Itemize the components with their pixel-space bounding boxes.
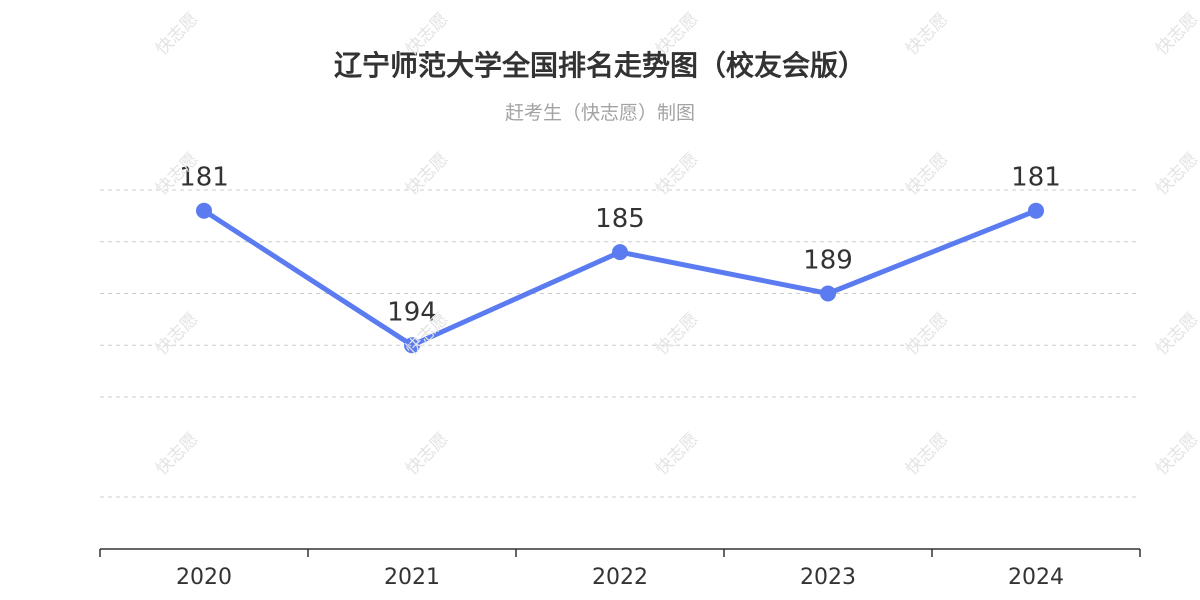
data-label: 181 <box>179 163 229 193</box>
data-point <box>612 244 628 261</box>
data-label: 194 <box>387 297 437 327</box>
x-tick-label: 2022 <box>592 565 648 590</box>
data-point <box>820 285 836 302</box>
chart-title: 辽宁师范大学全国排名走势图（校友会版） <box>333 49 866 82</box>
x-tick-label: 2024 <box>1008 565 1064 590</box>
data-point <box>196 202 212 219</box>
x-tick-label: 2020 <box>176 565 232 590</box>
data-point <box>404 337 420 354</box>
data-label: 185 <box>595 204 645 234</box>
data-label: 181 <box>1011 163 1061 193</box>
data-point <box>1028 202 1044 219</box>
x-tick-label: 2023 <box>800 565 856 590</box>
x-tick-label: 2021 <box>384 565 440 590</box>
data-label: 189 <box>803 246 853 276</box>
chart-subtitle: 赶考生（快志愿）制图 <box>504 102 695 124</box>
